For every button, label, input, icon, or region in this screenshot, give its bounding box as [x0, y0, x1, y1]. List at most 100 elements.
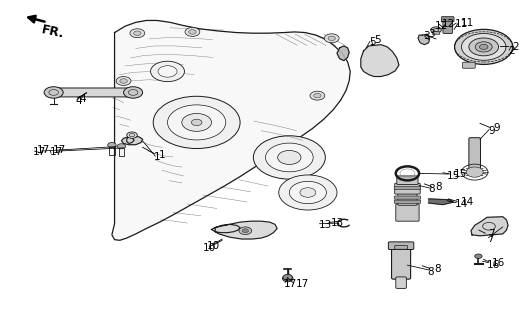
Circle shape: [455, 29, 513, 64]
Text: 17: 17: [53, 146, 66, 156]
Circle shape: [283, 274, 293, 280]
FancyBboxPatch shape: [394, 196, 421, 199]
Circle shape: [124, 87, 143, 98]
Circle shape: [328, 36, 336, 41]
Circle shape: [431, 27, 441, 33]
Circle shape: [479, 44, 488, 50]
Circle shape: [239, 227, 252, 235]
Circle shape: [167, 105, 226, 140]
Text: 3: 3: [429, 29, 435, 39]
Text: 13: 13: [331, 218, 345, 228]
FancyBboxPatch shape: [397, 176, 418, 185]
Text: 7: 7: [487, 234, 493, 244]
Circle shape: [153, 96, 240, 148]
Text: 16: 16: [487, 260, 500, 270]
Circle shape: [324, 34, 339, 43]
Text: 14: 14: [455, 199, 468, 209]
Circle shape: [127, 132, 138, 138]
Text: 17: 17: [284, 279, 297, 289]
FancyBboxPatch shape: [394, 187, 421, 190]
Text: 1: 1: [155, 152, 161, 163]
Text: 9: 9: [488, 126, 494, 136]
Text: 8: 8: [427, 267, 434, 276]
Polygon shape: [471, 217, 508, 236]
Text: 16: 16: [492, 258, 506, 268]
Text: 17: 17: [32, 147, 46, 157]
Circle shape: [300, 188, 316, 197]
Polygon shape: [418, 34, 430, 45]
FancyBboxPatch shape: [443, 19, 452, 34]
Circle shape: [475, 254, 482, 259]
Circle shape: [134, 31, 141, 36]
Circle shape: [108, 142, 116, 148]
Circle shape: [158, 66, 177, 77]
Circle shape: [469, 38, 499, 56]
FancyBboxPatch shape: [391, 246, 410, 279]
Circle shape: [189, 30, 196, 34]
FancyBboxPatch shape: [463, 62, 475, 68]
Text: 2: 2: [508, 46, 515, 56]
Circle shape: [151, 61, 184, 82]
Circle shape: [130, 29, 145, 38]
Text: 10: 10: [203, 243, 216, 252]
Polygon shape: [211, 221, 277, 239]
Text: FR.: FR.: [40, 24, 66, 41]
Circle shape: [310, 91, 325, 100]
FancyBboxPatch shape: [469, 138, 481, 175]
FancyBboxPatch shape: [388, 242, 414, 250]
Text: 12: 12: [435, 21, 448, 31]
Polygon shape: [122, 136, 143, 145]
Text: 8: 8: [429, 184, 435, 194]
Circle shape: [314, 93, 321, 98]
Text: 13: 13: [319, 220, 332, 230]
Text: 14: 14: [460, 197, 474, 207]
Text: 17: 17: [296, 279, 310, 289]
Text: 8: 8: [434, 264, 441, 274]
Text: 15: 15: [453, 169, 467, 179]
FancyBboxPatch shape: [395, 245, 407, 249]
Circle shape: [120, 79, 127, 83]
Text: 5: 5: [369, 37, 375, 47]
Text: 8: 8: [435, 182, 442, 192]
Text: 17: 17: [49, 147, 63, 157]
Polygon shape: [112, 20, 350, 240]
Polygon shape: [429, 199, 453, 204]
Circle shape: [279, 175, 337, 210]
Circle shape: [116, 76, 131, 85]
Circle shape: [289, 181, 327, 204]
FancyBboxPatch shape: [395, 183, 420, 194]
FancyBboxPatch shape: [394, 200, 421, 203]
Circle shape: [242, 229, 249, 233]
Text: 11: 11: [455, 19, 468, 28]
Text: 5: 5: [374, 35, 381, 44]
Circle shape: [44, 87, 63, 98]
FancyBboxPatch shape: [432, 32, 440, 35]
FancyBboxPatch shape: [396, 277, 406, 288]
Polygon shape: [337, 46, 349, 60]
Circle shape: [182, 114, 211, 131]
Text: 4: 4: [76, 96, 82, 106]
Text: 10: 10: [207, 241, 220, 251]
Text: 4: 4: [79, 94, 85, 104]
Circle shape: [191, 119, 202, 125]
Text: 2: 2: [512, 42, 518, 52]
Polygon shape: [361, 45, 399, 76]
FancyBboxPatch shape: [53, 88, 134, 97]
FancyBboxPatch shape: [396, 204, 419, 221]
Circle shape: [475, 42, 492, 52]
Text: 1: 1: [159, 150, 165, 160]
Circle shape: [185, 28, 200, 36]
Circle shape: [461, 34, 506, 60]
Text: 17: 17: [37, 146, 50, 156]
Text: 7: 7: [488, 229, 494, 239]
Text: 11: 11: [460, 18, 474, 28]
Circle shape: [282, 275, 293, 282]
Circle shape: [117, 144, 126, 149]
Text: 15: 15: [447, 171, 460, 181]
Circle shape: [266, 143, 313, 172]
FancyBboxPatch shape: [398, 193, 417, 205]
Text: 3: 3: [423, 31, 430, 41]
Text: 9: 9: [493, 123, 500, 133]
Circle shape: [253, 136, 326, 179]
Text: 12: 12: [441, 19, 455, 28]
